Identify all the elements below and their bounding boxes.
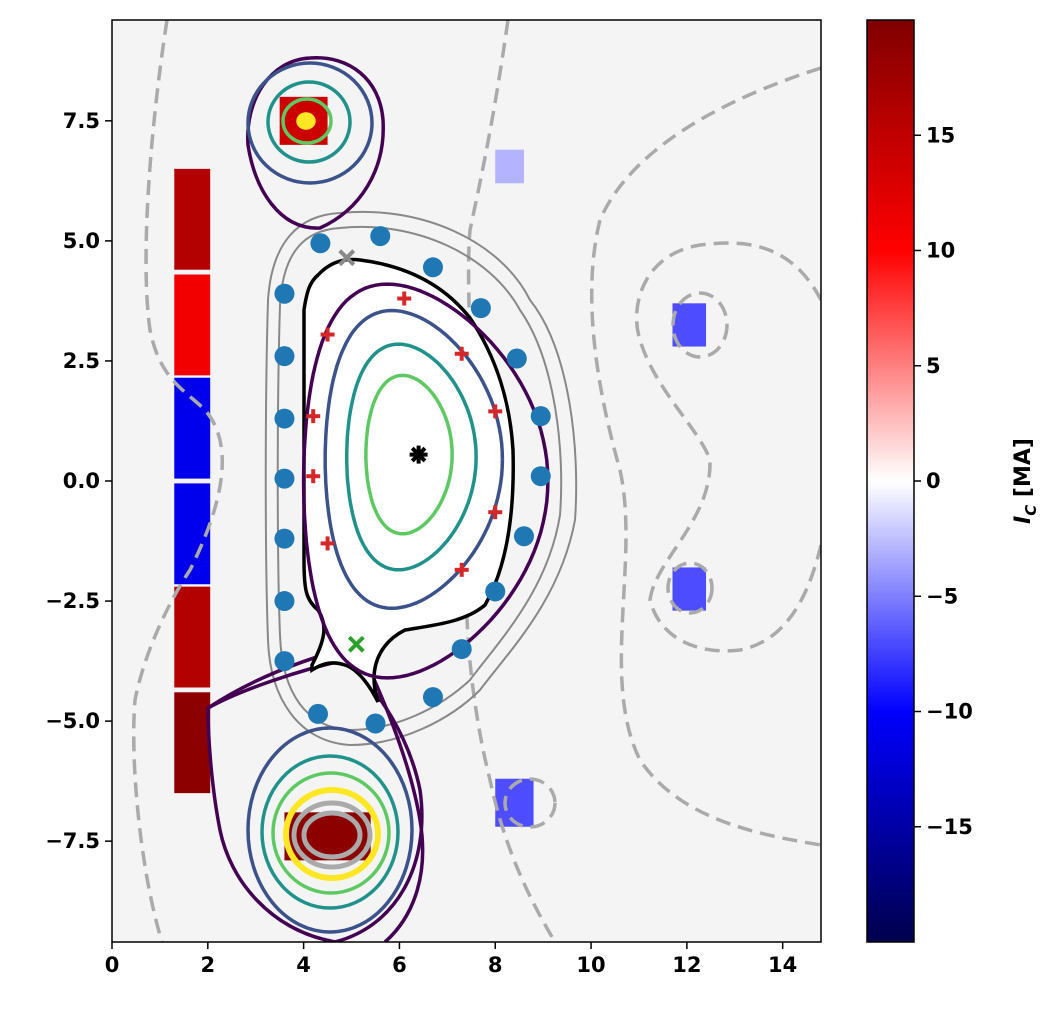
x-tick-label: 8 <box>488 953 503 977</box>
colorbar-tick-label: −15 <box>926 815 973 839</box>
probe-point-13 <box>307 703 328 724</box>
dashed-contour-left <box>131 20 225 942</box>
isoflux-point-7 <box>306 469 321 484</box>
dashed-contour-pf3 <box>671 291 729 359</box>
pf6-contour-3 <box>260 754 400 910</box>
wall-outer <box>264 210 578 747</box>
pf6-contour-4 <box>271 771 391 895</box>
probe-point-11 <box>422 687 443 708</box>
pf1-contour-5 <box>296 112 316 130</box>
isoflux-point-2 <box>454 346 469 361</box>
pf6-contour-5 <box>283 787 381 881</box>
pf1-contours <box>246 56 385 230</box>
coil-pf2 <box>495 149 524 184</box>
coil-cs3 <box>174 377 211 479</box>
probe-point-4 <box>470 298 491 319</box>
y-tick-label: 5.0 <box>63 229 100 253</box>
colorbar-tick-label: 0 <box>926 469 941 493</box>
flux-surface-3 <box>344 342 478 572</box>
colorbar-tick-label: −5 <box>926 584 958 608</box>
probe-point-12 <box>365 713 386 734</box>
probe-point-5 <box>506 348 527 369</box>
probe-point-1 <box>310 233 331 254</box>
probe-point-8 <box>513 526 534 547</box>
pf6-contours <box>206 658 424 942</box>
x-point-marker <box>347 635 365 653</box>
x-tick-label: 10 <box>576 953 605 977</box>
probe-point-10 <box>451 639 472 660</box>
flux-surface-4 <box>364 373 454 536</box>
x-tick-label: 2 <box>200 953 215 977</box>
y-tick-label: −2.5 <box>45 589 100 613</box>
isoflux-point-5 <box>454 562 469 577</box>
y-tick-label: −5.0 <box>45 709 100 733</box>
pf6-contour-2 <box>246 726 414 934</box>
limiter-contours <box>264 210 578 747</box>
dashed-contour-island <box>634 241 821 653</box>
isoflux-point-6 <box>320 536 335 551</box>
isoflux-point-8 <box>306 409 321 424</box>
colorbar-tick-label: 10 <box>926 239 955 263</box>
probe-point-6 <box>530 406 551 427</box>
y-tick-label: 2.5 <box>63 349 100 373</box>
y-tick-label: 0.0 <box>63 469 100 493</box>
colorbar-tick-label: 15 <box>926 123 955 147</box>
colorbar-tick-label: 5 <box>926 354 941 378</box>
x-tick-label: 4 <box>296 953 311 977</box>
x-tick-label: 12 <box>672 953 701 977</box>
probe-point-16 <box>274 528 295 549</box>
probe-point-3 <box>422 257 443 278</box>
x-tick-label: 14 <box>768 953 797 977</box>
probe-point-14 <box>274 651 295 672</box>
dashed-contour-right <box>589 66 821 847</box>
isoflux-point-1 <box>397 291 412 306</box>
y-axis: 7.5 5.0 2.5 0.0 −2.5 −5.0 −7.5 <box>45 109 112 853</box>
colorbar-ticks: 15 10 5 0 −5 −10 −15 <box>914 123 973 839</box>
probe-point-17 <box>274 468 295 489</box>
wall-inner <box>276 225 563 732</box>
colorbar-label: IC [MA] <box>1011 438 1040 524</box>
x-tick-label: 6 <box>392 953 407 977</box>
coil-cs1 <box>174 168 211 270</box>
isoflux-point-3 <box>488 404 503 419</box>
pf6-contour-7 <box>301 810 363 860</box>
pf1-contour-2 <box>246 61 374 185</box>
coil-pf4 <box>672 567 707 611</box>
markers-layer <box>274 226 551 734</box>
probe-point-9 <box>485 581 506 602</box>
probe-point-19 <box>274 346 295 367</box>
probe-point-15 <box>274 591 295 612</box>
dashed-contour-pf4 <box>666 561 714 615</box>
probe-point-2 <box>370 226 391 247</box>
colorbar <box>866 19 915 943</box>
probe-point-18 <box>274 408 295 429</box>
y-tick-label: 7.5 <box>63 109 100 133</box>
isoflux-point-4 <box>488 505 503 520</box>
coil-cs6 <box>174 692 211 794</box>
dashed-contour-pf5 <box>503 777 557 829</box>
coil-pf3 <box>672 303 707 347</box>
probe-point-7 <box>530 466 551 487</box>
colorbar-tick-label: −10 <box>926 700 973 724</box>
coil-cs5 <box>174 586 211 688</box>
pf6-contour-6 <box>291 800 373 870</box>
plot-layers <box>131 20 821 942</box>
isoflux-point-9 <box>320 327 335 342</box>
y-tick-label: −7.5 <box>45 829 100 853</box>
magnetic-axis-marker <box>409 445 428 464</box>
x-axis: 0 2 4 6 8 10 12 14 <box>105 942 797 977</box>
probe-point-20 <box>274 283 295 304</box>
pf1-contour-4 <box>281 97 333 145</box>
separatrix-leg-outer <box>356 644 425 942</box>
x-tick-label: 0 <box>105 953 120 977</box>
upper-x-point-marker <box>338 249 356 267</box>
pf1-contour-outer <box>246 56 385 230</box>
flux-surface-2 <box>323 308 505 611</box>
pf1-contour-3 <box>266 80 352 164</box>
coil-cs2 <box>174 274 211 376</box>
